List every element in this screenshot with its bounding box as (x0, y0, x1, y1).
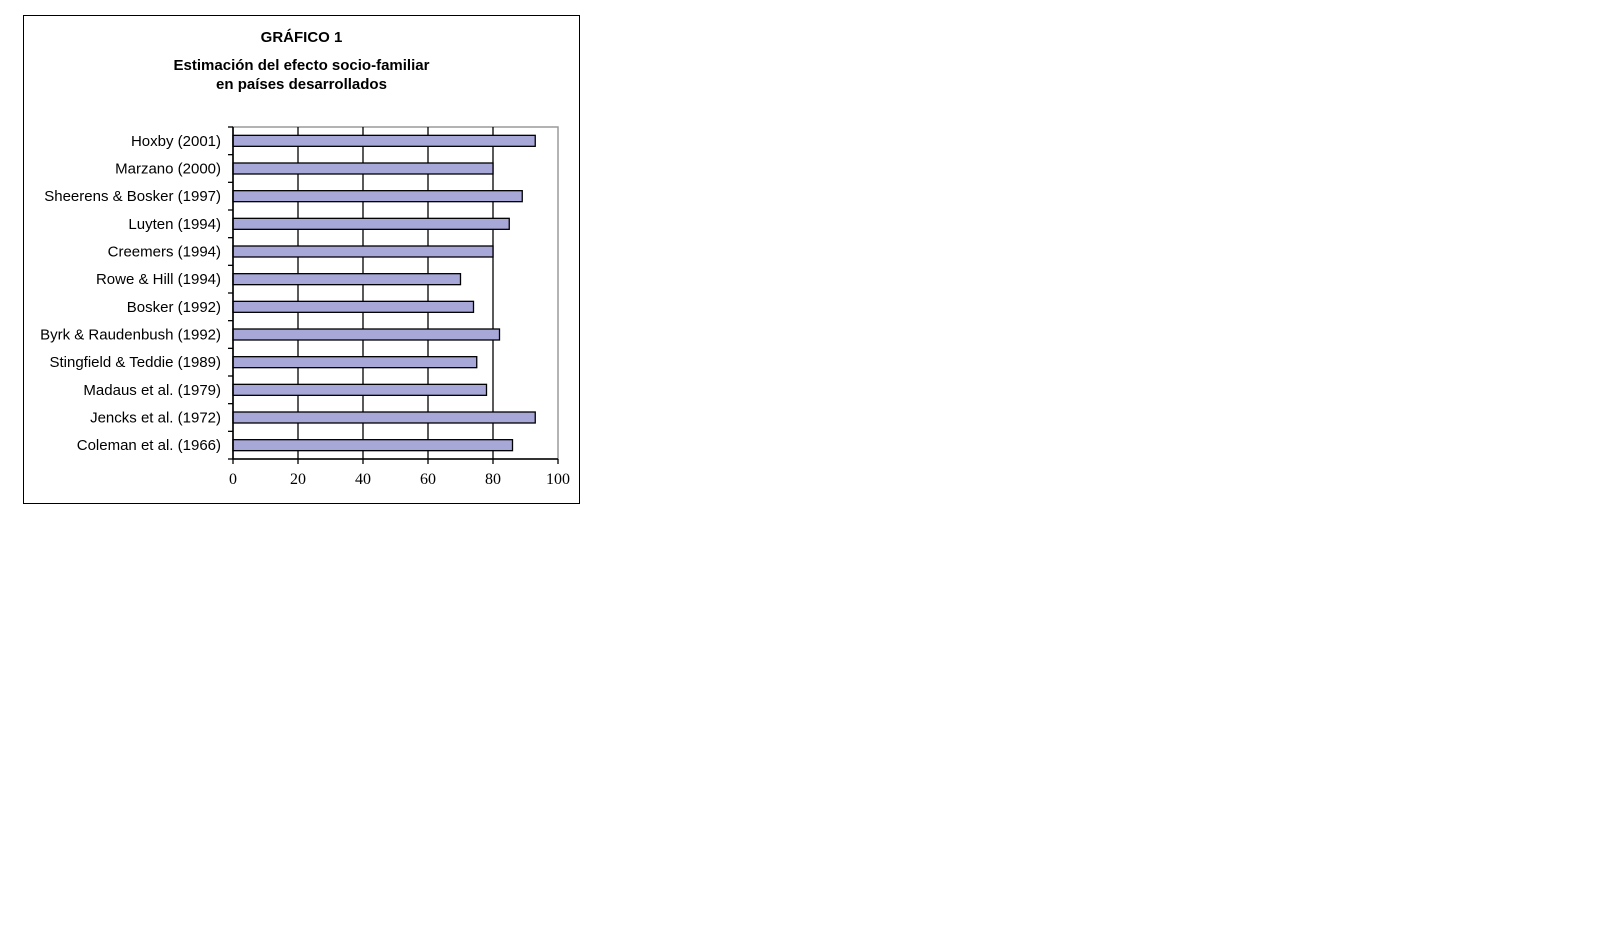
category-label-3: Luyten (1994) (128, 216, 221, 233)
bar-8 (232, 356, 478, 369)
category-label-9: Madaus et al. (1979) (83, 382, 221, 399)
chart-title-line-1: Estimación del efecto socio-familiar (173, 57, 430, 74)
bar-2 (232, 190, 523, 203)
bar-11 (232, 439, 514, 452)
label-layer: 0 20 40 60 80 100 Hoxby (2001) Marzano (2000) Sh… (40, 133, 570, 488)
figure-label: GRÁFICO 1 (260, 29, 343, 46)
axis-layer (228, 126, 559, 464)
category-label-8: Stingfield & Teddie (1989) (49, 354, 221, 371)
bar-3 (232, 217, 510, 230)
chart-title: Estimación del efecto socio-familiar en … (24, 56, 579, 94)
category-label-2: Sheerens & Bosker (1997) (44, 188, 221, 205)
x-tick-label-60: 60 (420, 471, 436, 488)
x-tick-label-100: 100 (546, 471, 570, 488)
bar-chart: 0 20 40 60 80 100 Hoxby (2001) Marzano (2000) Sh… (40, 126, 570, 488)
x-tick-label-20: 20 (290, 471, 306, 488)
category-label-0: Hoxby (2001) (131, 133, 221, 150)
category-label-7: Byrk & Raudenbush (1992) (40, 327, 221, 344)
x-tick-label-40: 40 (355, 471, 371, 488)
category-label-5: Rowe & Hill (1994) (96, 271, 221, 288)
chart-title-line-2: en países desarrollados (216, 76, 387, 93)
figure-frame: GRÁFICO 1 Estimación del efecto socio-fa… (23, 15, 580, 504)
x-tick-label-0: 0 (229, 471, 237, 488)
bar-4 (232, 245, 494, 258)
bar-5 (232, 273, 462, 286)
category-label-1: Marzano (2000) (115, 161, 221, 178)
category-label-6: Bosker (1992) (127, 299, 221, 316)
category-label-11: Coleman et al. (1966) (77, 437, 221, 454)
category-label-4: Creemers (1994) (108, 244, 221, 261)
bar-9 (232, 383, 488, 396)
plot-area-border (232, 126, 559, 460)
x-tick-label-80: 80 (485, 471, 501, 488)
bar-1 (232, 162, 494, 175)
bar-0 (232, 134, 536, 147)
category-label-10: Jencks et al. (1972) (90, 410, 221, 427)
bar-6 (232, 300, 475, 313)
grid-layer (232, 126, 559, 460)
bar-7 (232, 328, 501, 341)
bar-layer (232, 134, 536, 452)
bar-10 (232, 411, 536, 424)
